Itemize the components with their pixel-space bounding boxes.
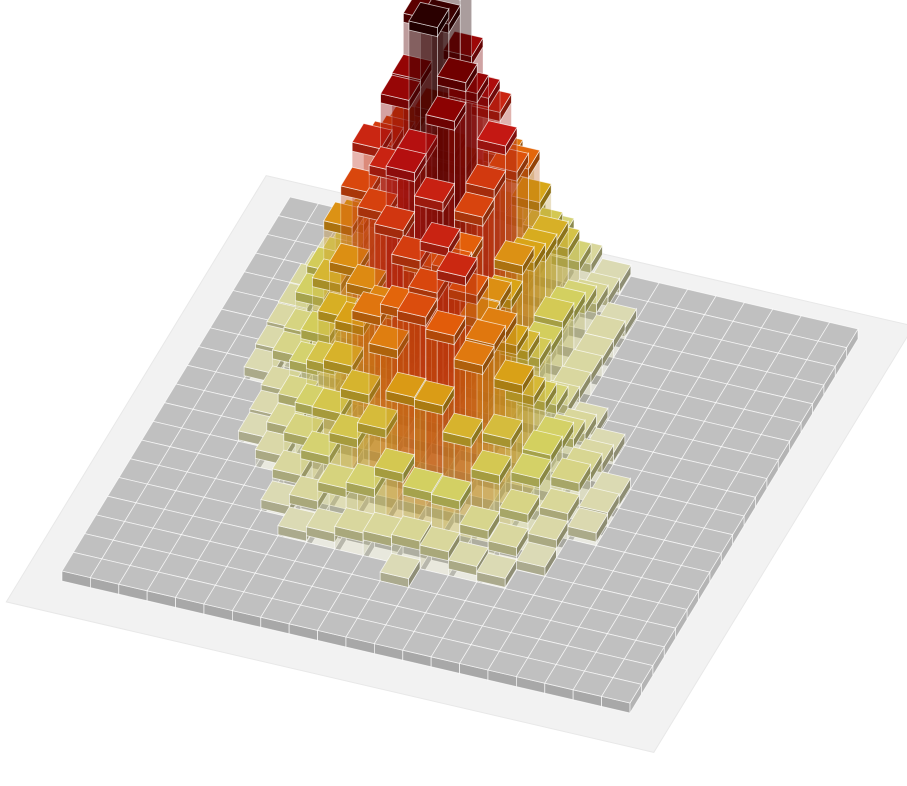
bar-r19-c19 <box>600 677 643 715</box>
bar-r12-c9 <box>396 291 438 518</box>
bar-r14-c12 <box>459 504 501 575</box>
bar-group <box>61 0 859 715</box>
